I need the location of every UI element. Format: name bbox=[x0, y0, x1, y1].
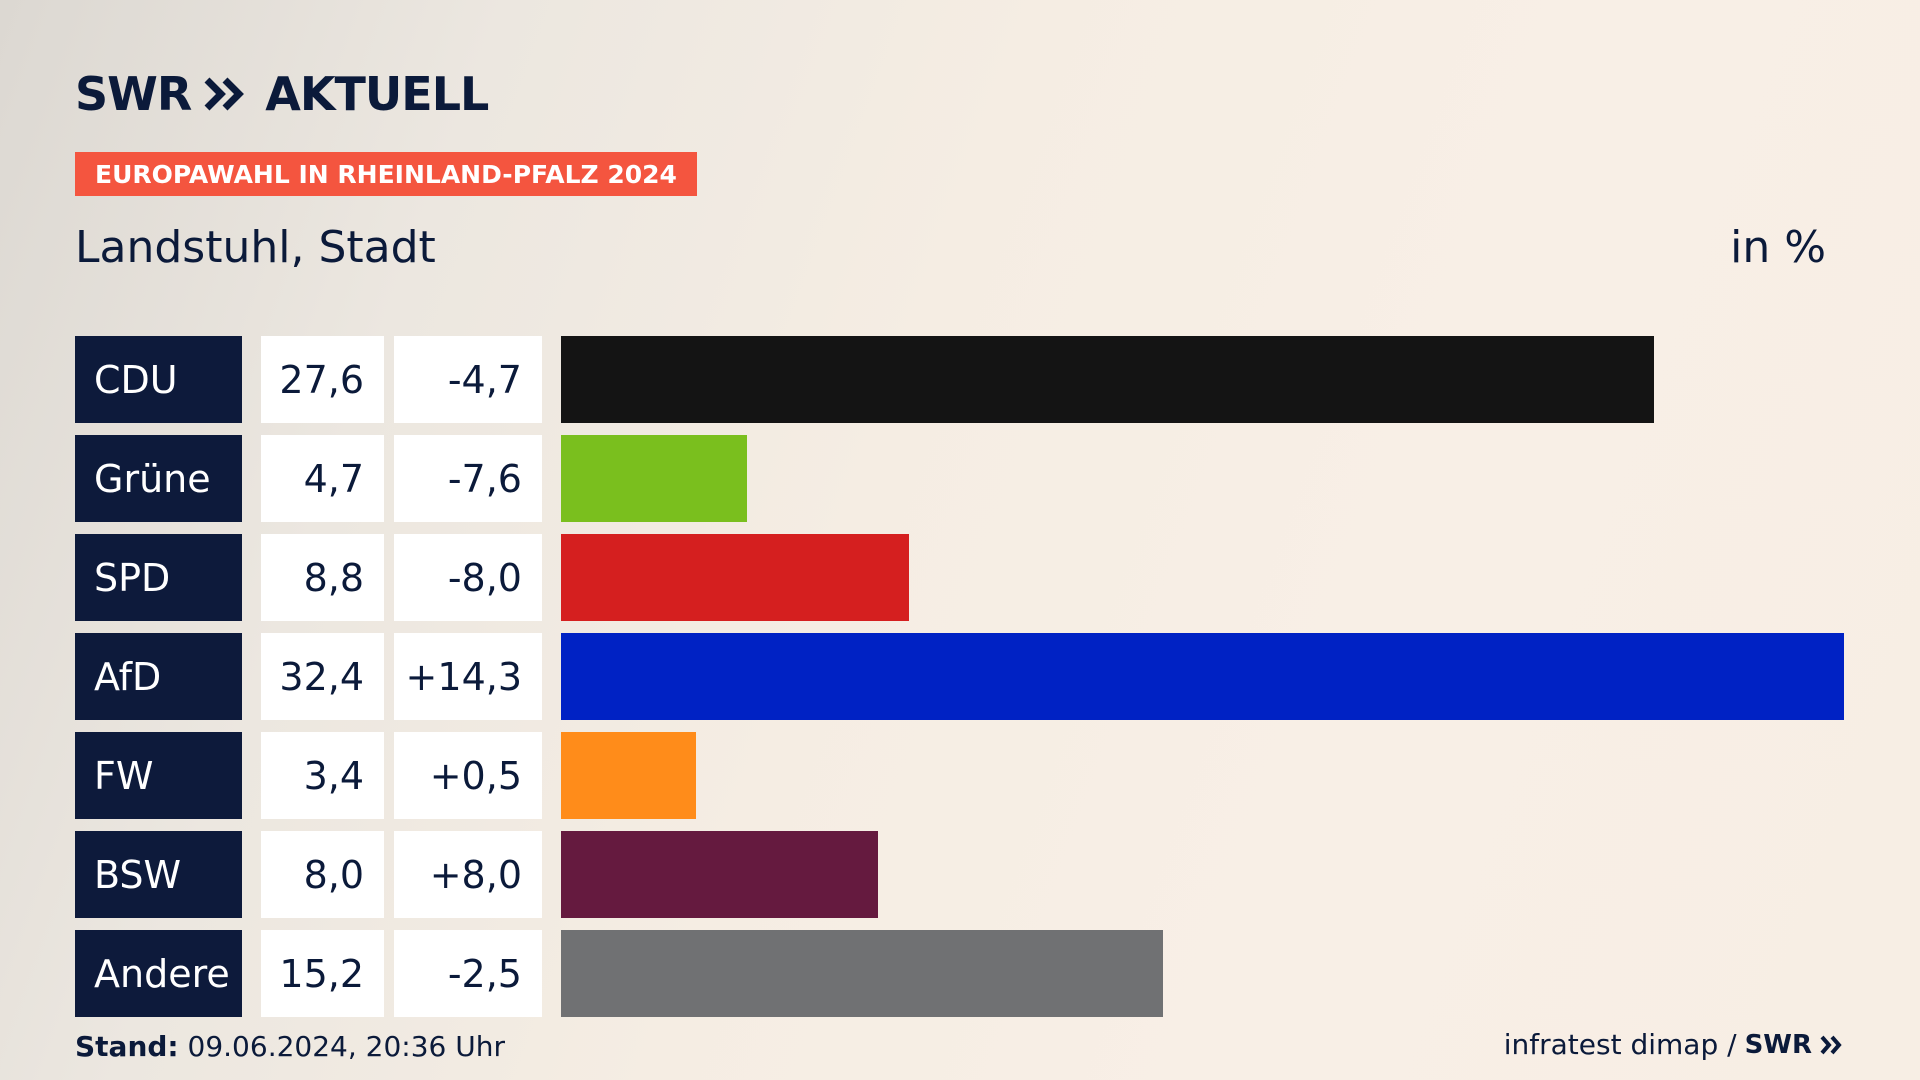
logo-aktuell-text: AKTUELL bbox=[265, 67, 489, 121]
logo-swr-text: SWR bbox=[75, 67, 192, 121]
chart-row: BSW 8,0 +8,0 bbox=[0, 831, 1920, 918]
footer-swr-text: SWR bbox=[1744, 1029, 1812, 1060]
vote-share-label: 8,0 bbox=[261, 831, 384, 918]
vote-share-label: 8,8 bbox=[261, 534, 384, 621]
party-label: Andere bbox=[75, 930, 242, 1017]
change-label: -8,0 bbox=[394, 534, 542, 621]
bar-andere bbox=[561, 930, 1163, 1017]
chart-subtitle: Landstuhl, Stadt bbox=[75, 222, 436, 273]
change-label: +0,5 bbox=[394, 732, 542, 819]
change-label: -2,5 bbox=[394, 930, 542, 1017]
change-label: -4,7 bbox=[394, 336, 542, 423]
chart-row: FW 3,4 +0,5 bbox=[0, 732, 1920, 819]
change-label: -7,6 bbox=[394, 435, 542, 522]
party-label: SPD bbox=[75, 534, 242, 621]
timestamp: Stand: 09.06.2024, 20:36 Uhr bbox=[75, 1030, 505, 1063]
chart-row: CDU 27,6 -4,7 bbox=[0, 336, 1920, 423]
chart-row: Andere 15,2 -2,5 bbox=[0, 930, 1920, 1017]
double-chevron-icon bbox=[1820, 1035, 1842, 1054]
party-label: CDU bbox=[75, 336, 242, 423]
bar-fw bbox=[561, 732, 696, 819]
stand-value: 09.06.2024, 20:36 Uhr bbox=[187, 1030, 505, 1063]
swr-aktuell-logo: SWR AKTUELL bbox=[75, 67, 489, 121]
bar-afd bbox=[561, 633, 1844, 720]
double-chevron-icon bbox=[204, 77, 245, 111]
vote-share-label: 27,6 bbox=[261, 336, 384, 423]
vote-share-label: 15,2 bbox=[261, 930, 384, 1017]
bar-cdu bbox=[561, 336, 1654, 423]
vote-share-label: 32,4 bbox=[261, 633, 384, 720]
stand-label: Stand: bbox=[75, 1030, 179, 1063]
change-label: +14,3 bbox=[394, 633, 542, 720]
source-credit: infratest dimap / SWR bbox=[1504, 1028, 1844, 1061]
source-text: infratest dimap / bbox=[1503, 1028, 1737, 1061]
bar-bsw bbox=[561, 831, 878, 918]
party-label: FW bbox=[75, 732, 242, 819]
vote-share-label: 4,7 bbox=[261, 435, 384, 522]
chart-row: AfD 32,4 +14,3 bbox=[0, 633, 1920, 720]
party-label: BSW bbox=[75, 831, 242, 918]
chart-row: Grüne 4,7 -7,6 bbox=[0, 435, 1920, 522]
party-label: AfD bbox=[75, 633, 242, 720]
bar-spd bbox=[561, 534, 909, 621]
party-label: Grüne bbox=[75, 435, 242, 522]
chart-row: SPD 8,8 -8,0 bbox=[0, 534, 1920, 621]
election-tag: EUROPAWAHL IN RHEINLAND-PFALZ 2024 bbox=[75, 152, 697, 196]
unit-label: in % bbox=[1730, 222, 1826, 273]
vote-share-label: 3,4 bbox=[261, 732, 384, 819]
change-label: +8,0 bbox=[394, 831, 542, 918]
bar-grüne bbox=[561, 435, 747, 522]
